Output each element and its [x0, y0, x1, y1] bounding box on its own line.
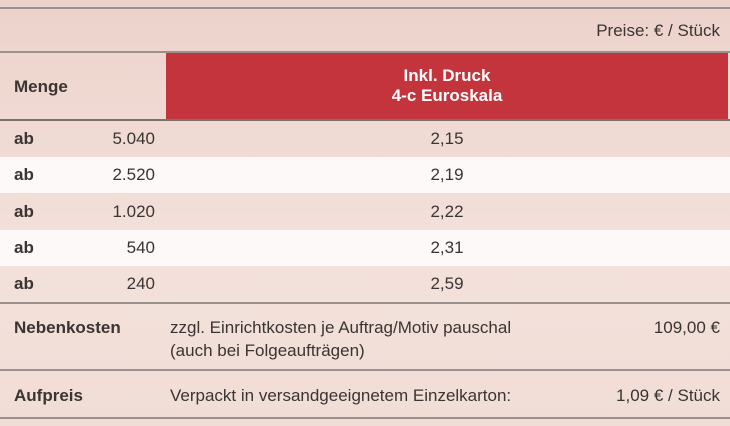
header-cell: Inkl. Druck 4-c Euroskala: [166, 53, 728, 119]
column-header: 4-c Euroskala: [391, 86, 503, 105]
rule: [0, 51, 730, 53]
cell: 1.020: [112, 201, 155, 221]
cell: ab: [14, 201, 34, 221]
column-header: Inkl. Druck: [403, 66, 491, 85]
cell: 2,19: [430, 165, 464, 185]
cell: 5.040: [112, 129, 155, 149]
extra-text: zzgl. Einrichtkosten je Auftrag/Motiv pa…: [170, 318, 512, 337]
cell: 240: [126, 273, 155, 293]
rule: [0, 7, 730, 9]
extra-price: 109,00 €: [653, 318, 720, 337]
rule: [0, 302, 730, 304]
extra-text: (auch bei Folgeaufträgen): [170, 341, 365, 360]
price-unit: Preise: € / Stück: [596, 21, 720, 40]
cell: ab: [14, 129, 34, 149]
extra-text: Verpackt in versandgeeignetem Einzelkart…: [170, 386, 512, 405]
cell: ab: [14, 165, 34, 185]
cell: 2,59: [430, 273, 464, 293]
table-row: [0, 229, 730, 266]
rule: [0, 119, 730, 121]
row-label: Aufpreis: [14, 386, 83, 405]
cell: 2,15: [430, 129, 464, 149]
rule: [0, 417, 730, 419]
cell: ab: [14, 273, 34, 293]
cell: ab: [14, 237, 34, 257]
column-header: Menge: [14, 77, 68, 96]
cell: 540: [126, 237, 155, 257]
cell: 2.520: [112, 165, 155, 185]
table-row: [0, 157, 730, 194]
rule: [0, 369, 730, 371]
row-label: Nebenkosten: [14, 318, 121, 337]
cell: 2,22: [430, 201, 464, 221]
cell: 2,31: [430, 237, 464, 257]
extra-price: 1,09 € / Stück: [616, 386, 720, 405]
